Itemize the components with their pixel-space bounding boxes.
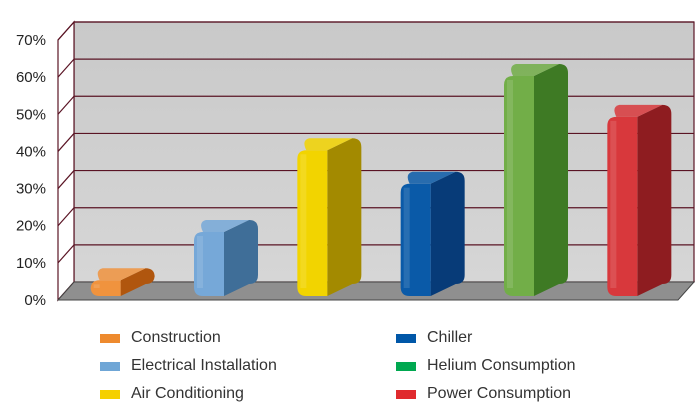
bar-helium-consumption [504,64,568,296]
gridlines [57,21,694,301]
gridline-2 [57,207,694,227]
bar-air-conditioning [297,138,362,296]
y-tick-label-6: 60% [16,69,46,86]
plot-back-wall [57,20,695,302]
y-tick-label-3: 30% [16,181,46,198]
gridline-1 [57,244,694,264]
bar-chiller [400,171,465,296]
gridline-4 [57,132,694,152]
y-tick-label-1: 10% [16,255,46,272]
y-tick-label-7: 70% [16,32,46,49]
bar-power-consumption [607,104,672,296]
y-tick-label-2: 20% [16,218,46,235]
bar-construction [90,268,155,296]
plot-floor [56,281,695,301]
gridline-6 [57,58,694,78]
y-tick-label-4: 40% [16,143,46,160]
bar-electrical-installation [194,220,258,296]
y-axis-ticks: 0% 10% 20% 30% 40% 50% 60% 70% [16,32,46,309]
gridline-3 [57,169,694,189]
gridline-5 [57,95,694,115]
bars [90,64,672,296]
y-tick-label-5: 50% [16,106,46,123]
y-tick-label-0: 0% [24,292,46,309]
gridline-7 [57,21,694,41]
